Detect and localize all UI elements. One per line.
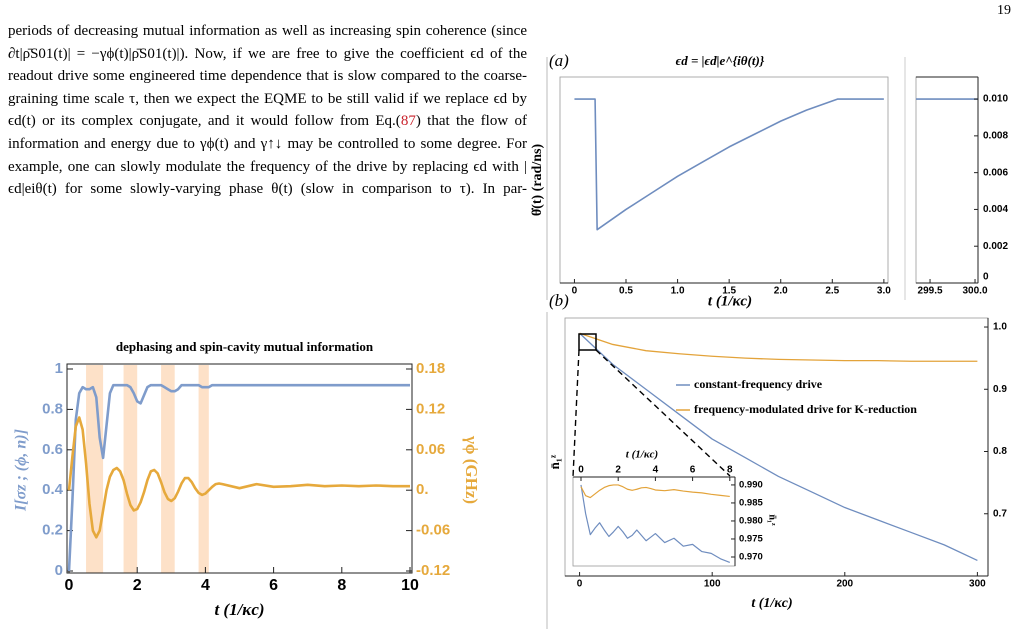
inset-y-tick-label: 0.980: [739, 515, 763, 526]
y-tick-label: 0.8: [42, 400, 63, 417]
y-tick-label: 0.9: [993, 384, 1007, 395]
y-tick-label: 0.7: [993, 508, 1007, 519]
data-line: [579, 332, 978, 562]
y-tick-label: 0: [55, 562, 63, 579]
x-tick-label: 0: [65, 577, 74, 594]
panel-label: (b): [549, 291, 569, 310]
x-tick-label: 100: [704, 579, 721, 590]
x-tick-label: 0.5: [619, 286, 633, 297]
x-axis-label: t (1/κc): [214, 600, 264, 619]
y-tick-label: 0.4: [42, 481, 64, 498]
y-tick-label: 0.002: [983, 241, 1008, 252]
y2-tick-label: 0.06: [416, 441, 445, 458]
x-axis-label: t (1/κc): [751, 596, 792, 611]
y2-axis-label: γϕ (GHz): [462, 435, 481, 504]
x-tick-label: 6: [269, 577, 278, 594]
chart-title: dephasing and spin-cavity mutual informa…: [116, 339, 374, 354]
panel-label: (a): [549, 51, 569, 70]
inset-x-tick-label: 4: [653, 465, 659, 476]
x-tick-label: 2: [133, 577, 142, 594]
y-tick-label: 0.008: [983, 130, 1008, 141]
plot-frame: [915, 76, 979, 284]
inset-x-tick-label: 6: [690, 465, 696, 476]
x-tick-label: 300: [969, 579, 986, 590]
zoom-guide: [572, 349, 580, 478]
x-tick-label: 0: [577, 579, 583, 590]
inset-x-axis-label: t (1/κc): [626, 449, 658, 461]
shaded-region: [123, 365, 138, 573]
inset-frame: [572, 476, 736, 567]
inset-data-line: [580, 484, 731, 563]
data-line: [67, 416, 410, 539]
inset-x-tick-label: 8: [727, 465, 733, 476]
y-tick-label: 1: [55, 360, 63, 377]
inset-y-tick-label: 0.970: [739, 552, 763, 563]
y-axis-label: n̄₁ᶻ: [547, 454, 562, 469]
data-line: [574, 98, 884, 231]
y-axis-label: θ̇(t) (rad/ns): [530, 144, 545, 217]
inset-x-tick-label: 2: [615, 465, 621, 476]
shaded-region: [198, 365, 209, 573]
zoom-box: [578, 333, 597, 351]
inset-y-tick-label: 0.985: [739, 497, 763, 508]
y2-tick-label: 0.: [416, 481, 429, 498]
x-tick-label: 300.0: [963, 286, 988, 297]
x-tick-label: 3.0: [877, 286, 891, 297]
y-tick-label: 0.006: [983, 167, 1008, 178]
y-tick-label: 0: [983, 272, 989, 283]
x-tick-label: 1.5: [722, 286, 736, 297]
plot-frame: [559, 76, 889, 284]
y-tick-label: 0.8: [993, 446, 1007, 457]
legend-label: constant-frequency drive: [694, 377, 823, 391]
y2-tick-label: 0.12: [416, 400, 445, 417]
x-tick-label: 4: [201, 577, 210, 594]
x-axis-label: t (1/κc): [708, 293, 752, 309]
equation-reference[interactable]: 87: [400, 113, 416, 130]
plot-frame: [66, 363, 413, 574]
y-tick-label: 0.010: [983, 94, 1008, 105]
shaded-region: [161, 365, 175, 573]
x-tick-label: 2.0: [774, 286, 788, 297]
y-tick-label: 0.004: [983, 204, 1008, 215]
inset-y-tick-label: 0.990: [739, 479, 763, 490]
y2-tick-label: -0.12: [416, 562, 450, 579]
paragraph-text: ) that the flow of information and energ…: [8, 113, 528, 198]
x-tick-label: 2.5: [825, 286, 839, 297]
y2-tick-label: 0.18: [416, 360, 445, 377]
inset-x-tick-label: 0: [578, 465, 584, 476]
y-tick-label: 0.6: [42, 441, 63, 458]
inset-data-line: [580, 484, 730, 499]
paragraph-text: periods of decreasing mutual information…: [8, 23, 527, 130]
legend-label: frequency-modulated drive for K-reductio…: [694, 402, 917, 416]
inset-y-tick-label: 0.975: [739, 533, 763, 544]
x-tick-label: 8: [337, 577, 346, 594]
data-line: [579, 332, 978, 362]
x-tick-label: 299.5: [918, 286, 943, 297]
data-line: [67, 383, 410, 572]
x-tick-label: 200: [836, 579, 853, 590]
y2-tick-label: -0.06: [416, 522, 450, 539]
x-tick-label: 1.0: [671, 286, 685, 297]
chart-title: ϵd = |ϵd|e^{iθ(t)}: [676, 53, 765, 68]
y-tick-label: 0.2: [42, 522, 63, 539]
x-tick-label: 10: [401, 577, 419, 594]
y-axis-label: I[σz ; (ϕ, n)]: [13, 429, 30, 512]
x-tick-label: 0: [572, 286, 578, 297]
inset-y-axis-label: n̄₁ᶻ: [767, 514, 778, 526]
y-tick-label: 1.0: [993, 322, 1007, 333]
paragraph: periods of decreasing mutual information…: [8, 20, 527, 201]
page-number: 19: [997, 3, 1011, 18]
zoom-guide: [595, 349, 731, 477]
